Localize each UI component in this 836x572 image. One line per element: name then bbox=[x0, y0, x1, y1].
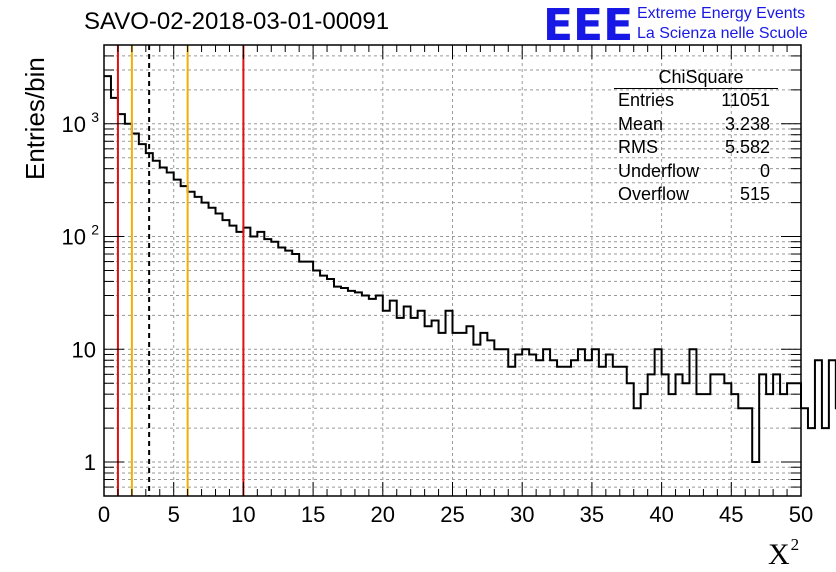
stats-value: 3.238 bbox=[724, 113, 770, 134]
stats-value: 515 bbox=[739, 184, 770, 204]
x-tick-label: 10 bbox=[231, 502, 255, 527]
stats-row: Underflow 0 bbox=[610, 160, 778, 184]
histogram-series bbox=[104, 75, 836, 464]
stats-label: Underflow bbox=[618, 160, 700, 181]
stats-title: ChiSquare bbox=[658, 67, 744, 87]
stats-box: ChiSquare Entries 11051 Mean 3.238 RMS 5.58… bbox=[610, 66, 778, 207]
stats-label: Entries bbox=[618, 90, 675, 110]
stats-label: RMS bbox=[618, 137, 658, 157]
x-tick-label: 50 bbox=[789, 502, 813, 527]
y-tick-label: 10 bbox=[62, 225, 86, 250]
chart-title: SAVO-02-2018-03-01-00091 bbox=[84, 8, 390, 35]
y-tick-label: 10 bbox=[72, 337, 96, 362]
x-tick-labels: 0 5 10 15 20 25 30 35 40 45 50 bbox=[98, 502, 813, 527]
y-axis-label: Entries/bin bbox=[20, 57, 50, 180]
x-axis-label-exp: 2 bbox=[790, 535, 800, 554]
x-tick-label: 5 bbox=[168, 502, 180, 527]
x-tick-label: 35 bbox=[580, 502, 604, 527]
grid-lines bbox=[104, 45, 801, 496]
y-tick-label: 10 bbox=[62, 112, 86, 137]
histogram-line bbox=[104, 75, 836, 464]
stats-label: Overflow bbox=[618, 184, 690, 204]
stats-value: 0 bbox=[759, 160, 770, 181]
x-tick-label: 40 bbox=[649, 502, 673, 527]
stats-row: RMS 5.582 bbox=[610, 136, 778, 160]
y-tick-labels: 1 10 10 2 10 3 bbox=[62, 109, 100, 475]
axis-ticks bbox=[103, 44, 802, 497]
eee-logo: EEE bbox=[543, 0, 634, 51]
stats-value: 11051 bbox=[721, 90, 770, 110]
x-tick-label: 20 bbox=[371, 502, 395, 527]
stats-value: 5.582 bbox=[724, 137, 770, 157]
x-axis-label-base: X bbox=[768, 538, 790, 571]
x-tick-label: 25 bbox=[440, 502, 464, 527]
y-tick-exponent: 3 bbox=[91, 109, 99, 125]
y-tick-exponent: 2 bbox=[91, 222, 99, 238]
vertical-markers bbox=[116, 45, 245, 496]
stats-row: Entries 11051 bbox=[610, 89, 778, 113]
x-tick-label: 0 bbox=[98, 502, 110, 527]
stats-divider bbox=[614, 88, 778, 89]
logo-subtitle-2: La Scienza nelle Scuole bbox=[637, 25, 808, 42]
logo-subtitle-1: Extreme Energy Events bbox=[637, 5, 806, 22]
y-tick-label: 1 bbox=[84, 450, 96, 475]
x-tick-label: 45 bbox=[719, 502, 743, 527]
stats-row: Mean 3.238 bbox=[610, 113, 778, 137]
stats-label: Mean bbox=[618, 113, 664, 134]
x-axis-label: X2 bbox=[768, 535, 799, 572]
stats-row: Overflow 515 bbox=[610, 183, 778, 207]
x-tick-label: 15 bbox=[301, 502, 325, 527]
x-tick-label: 30 bbox=[510, 502, 534, 527]
